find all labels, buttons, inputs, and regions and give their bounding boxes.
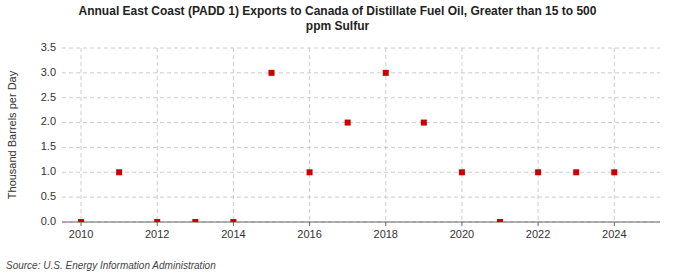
y-grid-line <box>62 222 660 223</box>
y-grid-line <box>62 72 660 73</box>
point <box>192 219 198 222</box>
title-line: ppm Sulfur <box>306 19 370 33</box>
x-tick-label: 2018 <box>374 228 398 240</box>
y-grid-line <box>62 172 660 173</box>
x-tick-label: 2012 <box>145 228 169 240</box>
x-grid-line <box>538 48 539 222</box>
point <box>230 219 236 222</box>
point <box>535 169 541 175</box>
x-tick <box>309 222 310 226</box>
title-line: Annual East Coast (PADD 1) Exports to Ca… <box>79 4 597 18</box>
point <box>573 169 579 175</box>
x-tick <box>614 222 615 226</box>
y-tick-label: 3.5 <box>41 41 56 53</box>
x-grid-line <box>81 48 82 222</box>
x-tick <box>538 222 539 226</box>
y-tick-label: 1.5 <box>41 140 56 152</box>
y-tick-label: 2.0 <box>41 115 56 127</box>
y-axis-label: Thousand Barrels per Day <box>6 70 18 199</box>
point <box>116 169 122 175</box>
y-grid-line <box>62 97 660 98</box>
x-tick-label: 2010 <box>69 228 93 240</box>
x-tick <box>81 222 82 226</box>
x-grid-line <box>614 48 615 222</box>
x-grid-line <box>461 48 462 222</box>
points <box>78 70 617 222</box>
x-tick <box>461 222 462 226</box>
y-tick-label: 0.5 <box>41 190 56 202</box>
point <box>421 120 427 126</box>
x-grid-line <box>309 48 310 222</box>
point <box>268 70 274 76</box>
x-tick-label: 2022 <box>526 228 550 240</box>
y-grid-line <box>62 197 660 198</box>
y-grid-line <box>62 122 660 123</box>
point <box>383 70 389 76</box>
x-grid-line <box>233 48 234 222</box>
y-tick-label: 3.0 <box>41 66 56 78</box>
y-tick-label: 1.0 <box>41 165 56 177</box>
point <box>345 120 351 126</box>
y-grid-line <box>62 48 660 49</box>
point <box>611 169 617 175</box>
x-tick <box>385 222 386 226</box>
x-grid-line <box>157 48 158 222</box>
y-tick-label: 2.5 <box>41 91 56 103</box>
grid <box>62 48 660 222</box>
axes: 0.0 0.5 1.0 1.5 2.0 2.5 3.0 3.5 2010 2012 2014 2016… <box>41 41 660 240</box>
point <box>154 219 160 222</box>
x-tick-label: 2020 <box>450 228 474 240</box>
x-axis-line <box>62 222 660 223</box>
y-tick-label: 0.0 <box>41 215 56 227</box>
x-tick <box>233 222 234 226</box>
point <box>78 219 84 222</box>
title: Annual East Coast (PADD 1) Exports to Ca… <box>79 4 597 33</box>
point <box>307 169 313 175</box>
x-tick <box>157 222 158 226</box>
point <box>497 219 503 222</box>
chart: 0.0 0.5 1.0 1.5 2.0 2.5 3.0 3.5 2010 2012 2014 2016… <box>0 0 675 275</box>
x-tick-label: 2024 <box>602 228 626 240</box>
x-tick-label: 2016 <box>297 228 321 240</box>
y-grid-line <box>62 147 660 148</box>
point <box>459 169 465 175</box>
x-tick-label: 2014 <box>221 228 245 240</box>
source-note: Source: U.S. Energy Information Administ… <box>6 260 216 271</box>
